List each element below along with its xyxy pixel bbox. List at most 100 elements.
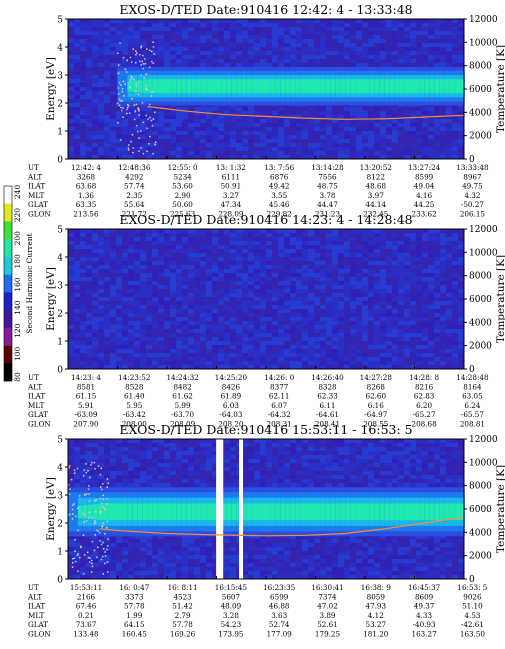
heatmap-cell	[338, 451, 344, 455]
heatmap-cell	[428, 155, 434, 159]
heatmap-cell	[80, 43, 86, 47]
heatmap-cell	[92, 269, 98, 273]
heatmap-cell	[440, 361, 446, 365]
heatmap-cell	[332, 143, 338, 147]
heatmap-cell	[368, 313, 374, 317]
heatmap-cell	[338, 365, 344, 369]
heatmap-cell	[458, 349, 464, 353]
heatmap-cell	[434, 281, 440, 285]
heatmap-cell	[356, 253, 362, 257]
heatmap-cell	[458, 55, 464, 59]
heatmap-cell	[350, 43, 356, 47]
heatmap-cell	[344, 551, 350, 555]
heatmap-cell	[356, 559, 362, 563]
heatmap-cell	[260, 547, 266, 551]
heatmap-cell	[326, 463, 332, 467]
heatmap-cell	[194, 535, 200, 539]
heatmap-cell	[362, 55, 368, 59]
heatmap-cell	[104, 345, 110, 349]
heatmap-cell	[164, 471, 170, 475]
heatmap-cell	[386, 439, 392, 443]
heatmap-cell	[278, 107, 284, 111]
heatmap-cell	[386, 273, 392, 277]
heatmap-cell	[290, 229, 296, 233]
heatmap-cell	[290, 39, 296, 43]
heatmap-cell	[110, 463, 116, 467]
heatmap-cell	[290, 233, 296, 237]
heatmap-cell	[398, 107, 404, 111]
y2-tick-label: 4000	[469, 108, 492, 118]
heatmap-cell	[200, 483, 206, 487]
heatmap-cell	[122, 19, 128, 23]
heatmap-cell	[278, 439, 284, 443]
heatmap-cell	[308, 483, 314, 487]
heatmap-cell	[284, 559, 290, 563]
heatmap-cell	[200, 265, 206, 269]
heatmap-cell	[200, 245, 206, 249]
heatmap-cell	[368, 559, 374, 563]
heatmap-cell	[410, 39, 416, 43]
heatmap-cell	[170, 293, 176, 297]
heatmap-cell	[344, 155, 350, 159]
heatmap-cell	[284, 135, 290, 139]
heatmap-cell	[254, 43, 260, 47]
heatmap-cell	[206, 305, 212, 309]
heatmap-cell	[248, 281, 254, 285]
heatmap-cell	[98, 95, 104, 99]
heatmap-cell	[140, 353, 146, 357]
heatmap-cell	[116, 325, 122, 329]
heatmap-cell	[80, 547, 86, 551]
heatmap-cell	[374, 357, 380, 361]
heatmap-cell	[380, 257, 386, 261]
heatmap-cell	[356, 349, 362, 353]
heatmap-cell	[188, 123, 194, 127]
heatmap-cell	[116, 365, 122, 369]
heatmap-cell	[152, 361, 158, 365]
heatmap-cell	[158, 463, 164, 467]
heatmap-cell	[386, 155, 392, 159]
table-cell: 8967	[463, 172, 482, 181]
heatmap-cell	[224, 111, 230, 115]
heatmap-cell	[194, 277, 200, 281]
heatmap-cell	[206, 51, 212, 55]
heatmap-cell	[104, 83, 110, 87]
heatmap-cell	[404, 237, 410, 241]
heatmap-cell	[308, 233, 314, 237]
heatmap-cell	[320, 317, 326, 321]
heatmap-cell	[134, 281, 140, 285]
heatmap-cell	[302, 337, 308, 341]
band-cell	[226, 79, 232, 94]
heatmap-cell	[458, 237, 464, 241]
heatmap-cell	[98, 155, 104, 159]
heatmap-cell	[332, 341, 338, 345]
heatmap-cell	[260, 451, 266, 455]
heatmap-cell	[206, 285, 212, 289]
band-cell	[216, 79, 223, 94]
heatmap-cell	[350, 63, 356, 67]
heatmap-cell	[368, 59, 374, 63]
heatmap-cell	[206, 455, 212, 459]
y2-tick-label: 2000	[469, 132, 492, 142]
heatmap-cell	[272, 289, 278, 293]
heatmap-cell	[374, 325, 380, 329]
heatmap-cell	[188, 119, 194, 123]
heatmap-cell	[224, 337, 230, 341]
scatter-point	[137, 108, 140, 110]
table-cell: 5.99	[175, 401, 191, 410]
heatmap-cell	[140, 365, 146, 369]
heatmap-cell	[110, 349, 116, 353]
heatmap-cell	[254, 475, 260, 479]
heatmap-cell	[170, 269, 176, 273]
heatmap-cell	[128, 273, 134, 277]
heatmap-cell	[206, 273, 212, 277]
heatmap-cell	[68, 63, 74, 67]
table-row-label: GLON	[28, 420, 51, 429]
heatmap-cell	[458, 253, 464, 257]
table-cell: 206.15	[460, 210, 486, 219]
heatmap-cell	[434, 127, 440, 131]
heatmap-cell	[206, 547, 212, 551]
heatmap-cell	[398, 317, 404, 321]
heatmap-cell	[194, 467, 200, 471]
heatmap-cell	[410, 273, 416, 277]
heatmap-cell	[392, 297, 398, 301]
